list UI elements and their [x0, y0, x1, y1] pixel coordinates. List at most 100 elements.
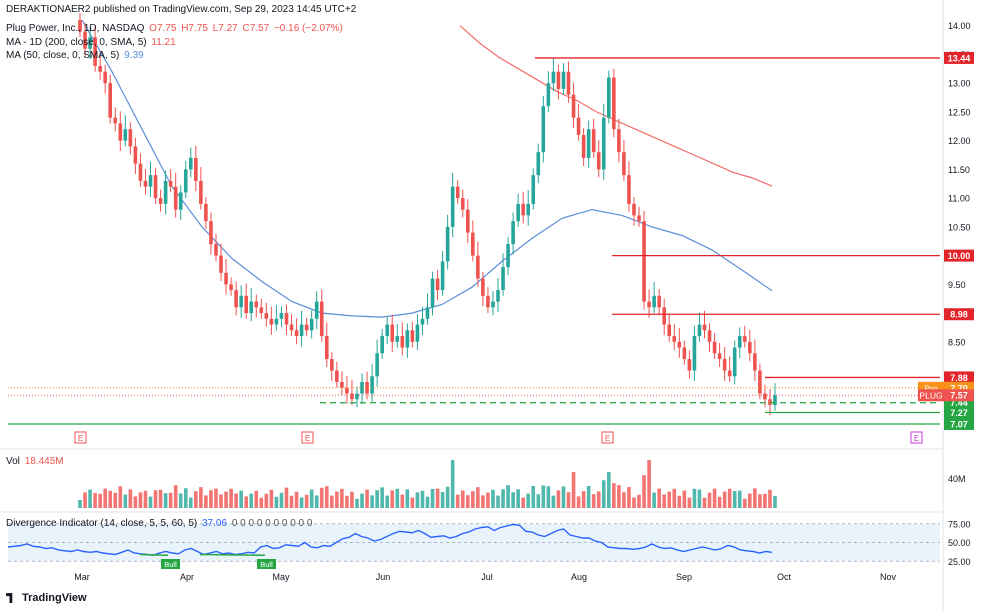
- candle-body: [707, 330, 712, 342]
- candle-body: [98, 65, 102, 72]
- candle-body: [168, 180, 173, 187]
- x-tick-label: Oct: [777, 572, 792, 582]
- x-tick-label: May: [272, 572, 290, 582]
- volume-bar: [380, 487, 384, 508]
- volume-bar: [274, 496, 279, 508]
- candle-body: [637, 215, 641, 222]
- candle-body: [486, 295, 490, 308]
- level-badge-label: 8.98: [950, 310, 968, 320]
- volume-bar: [556, 490, 561, 508]
- volume-bar: [697, 489, 702, 508]
- volume-bar: [561, 486, 566, 508]
- candle-body: [214, 244, 218, 256]
- candle-body: [113, 117, 118, 124]
- earnings-marker: [301, 431, 314, 444]
- candle-body: [596, 152, 601, 170]
- volume-bar: [763, 493, 767, 508]
- volume-bar: [194, 491, 198, 508]
- candle-body: [657, 295, 661, 308]
- candle-body: [324, 336, 329, 360]
- candle-body: [727, 370, 732, 377]
- level-badge-label: 7.88: [950, 373, 968, 383]
- volume-bar: [375, 490, 379, 508]
- volume-bar: [168, 492, 173, 508]
- candle-body: [722, 359, 727, 371]
- volume-bar: [178, 493, 183, 508]
- level-badge: [944, 51, 974, 64]
- candle-body: [541, 106, 546, 153]
- volume-bar: [340, 488, 344, 508]
- volume-bar: [229, 488, 233, 508]
- volume-bar: [123, 494, 128, 508]
- volume-bar: [299, 497, 304, 508]
- volume-bar: [319, 487, 324, 508]
- candle-body: [78, 20, 82, 32]
- candle-body: [143, 180, 148, 187]
- candle-body: [571, 94, 576, 118]
- volume-bar: [93, 493, 97, 508]
- volume-bar: [622, 492, 626, 508]
- volume-bar: [83, 492, 87, 508]
- level-badge-label: 13.44: [948, 53, 971, 63]
- volume-bar: [546, 486, 551, 508]
- volume-bar: [702, 497, 707, 508]
- candle-body: [133, 146, 138, 164]
- volume-bar: [712, 488, 717, 508]
- volume-bar: [692, 488, 697, 508]
- candle-body: [204, 203, 208, 222]
- volume-bar: [481, 495, 485, 508]
- candle-body: [742, 336, 747, 342]
- volume-bar: [330, 495, 334, 508]
- candle-body: [732, 347, 737, 377]
- volume-bar: [199, 487, 203, 508]
- volume-bar: [768, 489, 772, 508]
- volume-bar: [531, 486, 536, 508]
- volume-bar: [390, 490, 395, 508]
- candle-body: [138, 163, 143, 181]
- divergence-line: [7, 523, 773, 557]
- candle-body: [647, 301, 651, 308]
- candle-body: [496, 290, 500, 302]
- candle-body: [586, 129, 591, 158]
- volume-bar: [420, 490, 425, 508]
- y-tick-label: 10.50: [948, 222, 971, 232]
- earnings-marker-label: E: [305, 434, 310, 443]
- candle-body: [375, 353, 379, 377]
- volume-bar: [566, 492, 571, 508]
- volume-bar: [214, 488, 218, 508]
- volume-bar: [632, 497, 636, 508]
- volume-bar: [360, 493, 364, 508]
- volume-bar: [727, 488, 732, 508]
- candle-body: [425, 307, 430, 319]
- ohlc-change: −0.16 (−2.07%): [273, 23, 343, 34]
- candle-body: [702, 324, 707, 331]
- volume-bar: [591, 494, 596, 508]
- y-tick-label: 11.50: [948, 165, 970, 175]
- bull-label-text: Bull: [260, 560, 273, 569]
- volume-bar: [239, 490, 243, 508]
- ohlc-open: O7.75: [149, 23, 177, 34]
- candle-body: [748, 341, 752, 354]
- volume-bar: [98, 493, 102, 508]
- candle-body: [395, 336, 400, 342]
- price-badge-value: 7.70: [950, 383, 968, 393]
- candle-body: [224, 272, 228, 285]
- candle-body: [566, 71, 571, 95]
- tradingview-logo-icon: [6, 593, 13, 604]
- volume-bar: [460, 490, 465, 508]
- volume-bar: [617, 485, 621, 508]
- volume-bar: [486, 492, 490, 508]
- candle-body: [697, 324, 702, 337]
- candle-body: [576, 117, 581, 135]
- volume-bar: [516, 489, 520, 508]
- ohlc-low: L7.27: [212, 23, 238, 34]
- volume-bar: [445, 486, 450, 508]
- volume-bar: [672, 488, 677, 508]
- candle-body: [662, 307, 667, 325]
- candle-body: [672, 336, 677, 342]
- divergence-label: Divergence Indicator (14, close, 5, 5, 6…: [6, 518, 198, 529]
- candle-body: [370, 376, 374, 394]
- level-badge-label: 10.00: [948, 251, 971, 261]
- x-tick-label: Sep: [676, 572, 692, 582]
- x-tick-label: Apr: [180, 572, 194, 582]
